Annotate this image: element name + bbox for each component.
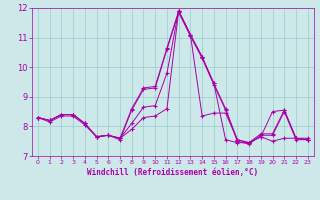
X-axis label: Windchill (Refroidissement éolien,°C): Windchill (Refroidissement éolien,°C) xyxy=(87,168,258,177)
